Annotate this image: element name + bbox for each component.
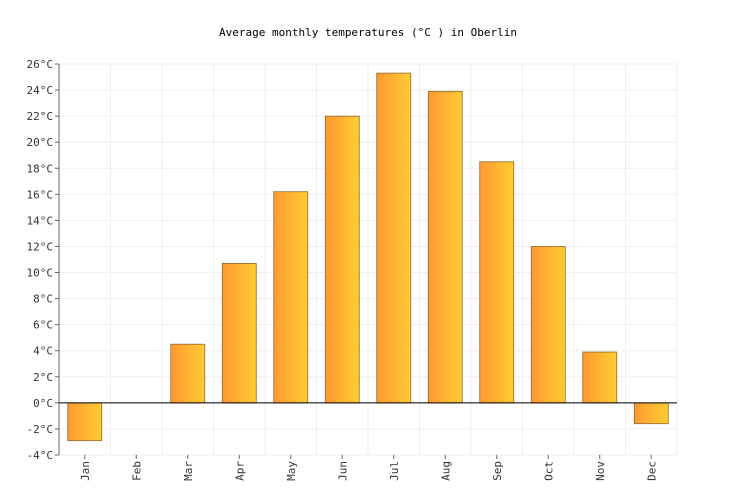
x-axis-ticks: Jan Feb Mar Apr May Jun Jul Aug Sep Oct Nov Dec bbox=[79, 455, 658, 481]
x-tick-label: May bbox=[285, 461, 298, 481]
x-tick-label: Nov bbox=[594, 461, 607, 481]
bar-oct bbox=[530, 246, 566, 404]
bar-mar bbox=[170, 343, 206, 404]
y-tick-label: 8°C bbox=[33, 293, 53, 306]
x-tick-label: Oct bbox=[542, 461, 555, 481]
bar-nov bbox=[582, 351, 618, 404]
x-tick-label: Sep bbox=[491, 461, 504, 481]
bar-apr bbox=[221, 263, 257, 404]
bar-jun bbox=[324, 115, 360, 404]
y-tick-label: 22°C bbox=[27, 110, 54, 123]
y-tick-label: 0°C bbox=[33, 397, 53, 410]
y-tick-label: 12°C bbox=[27, 240, 54, 253]
bar-may bbox=[273, 191, 309, 404]
y-tick-label: 24°C bbox=[27, 84, 54, 97]
axes bbox=[58, 64, 677, 455]
bar-dec bbox=[633, 402, 669, 425]
y-tick-label: 4°C bbox=[33, 345, 53, 358]
y-tick-label: 2°C bbox=[33, 371, 53, 384]
x-tick-label: Apr bbox=[233, 461, 246, 481]
bar-sep bbox=[479, 161, 515, 404]
x-tick-label: Dec bbox=[645, 461, 658, 481]
x-tick-label: Jan bbox=[79, 461, 92, 481]
chart-title: Average monthly temperatures (°C ) in Ob… bbox=[219, 26, 517, 39]
y-tick-label: 20°C bbox=[27, 136, 54, 149]
grid-lines bbox=[58, 63, 678, 456]
y-tick-label: 6°C bbox=[33, 319, 53, 332]
y-tick-label: 14°C bbox=[27, 214, 54, 227]
y-tick-label: 18°C bbox=[27, 162, 54, 175]
x-tick-label: Feb bbox=[130, 461, 143, 481]
x-tick-label: Aug bbox=[439, 461, 452, 481]
x-tick-label: Jun bbox=[336, 461, 349, 481]
bars bbox=[67, 72, 669, 442]
x-tick-label: Mar bbox=[182, 461, 195, 481]
bar-jan bbox=[67, 402, 103, 442]
bar-aug bbox=[427, 90, 463, 404]
y-tick-label: 10°C bbox=[27, 267, 54, 280]
y-axis-ticks: -4°C -2°C 0°C 2°C 4°C 6°C 8°C 10°C 12°C 14°C 16°C 1… bbox=[27, 58, 59, 462]
y-tick-label: -4°C bbox=[27, 449, 54, 462]
x-tick-label: Jul bbox=[388, 461, 401, 481]
y-tick-label: 26°C bbox=[27, 58, 54, 71]
bar-jul bbox=[376, 72, 412, 404]
y-tick-label: 16°C bbox=[27, 188, 54, 201]
y-tick-label: -2°C bbox=[27, 423, 54, 436]
